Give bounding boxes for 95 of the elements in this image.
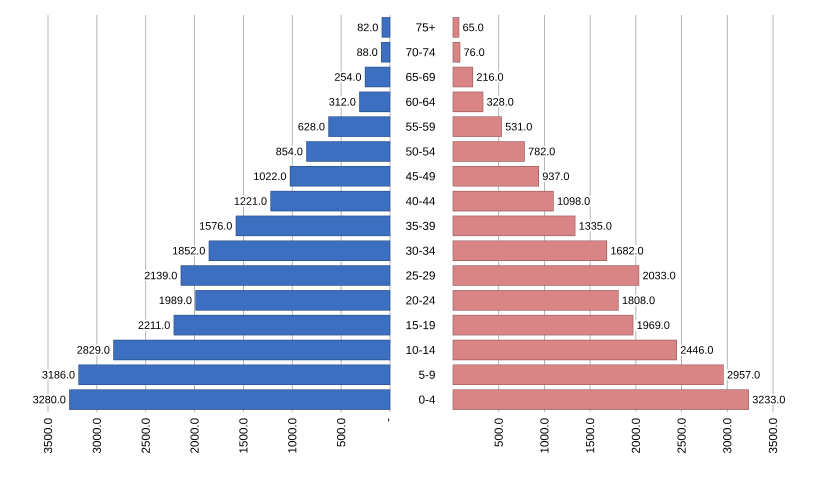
x-tick-label: 2500.0 (677, 418, 686, 453)
bar (364, 66, 390, 88)
bar (452, 265, 640, 286)
x-tick-label: 2000.0 (632, 418, 640, 453)
data-label: 328.0 (487, 98, 514, 106)
x-tick-label: 3500.0 (44, 418, 52, 454)
data-label: 1221.0 (234, 197, 267, 205)
x-tick-label: 3000.0 (92, 418, 101, 454)
x-tick-label: - (388, 418, 390, 422)
x-tick-label: 500.0 (337, 418, 346, 447)
y-tick-label: 20-24 (406, 296, 436, 304)
bar (452, 216, 576, 236)
data-label: 2957.0 (728, 370, 760, 379)
bar (452, 17, 460, 38)
y-tick-label: 70-74 (406, 48, 436, 56)
data-label: 2139.0 (144, 272, 177, 280)
x-tick-label: 1500.0 (586, 418, 594, 453)
x-tick-label: 1000.0 (288, 418, 296, 453)
data-label: 2211.0 (138, 321, 170, 329)
y-tick-label: 45-49 (406, 172, 435, 180)
y-tick-label: 55-59 (406, 122, 435, 131)
data-label: 1808.0 (622, 296, 655, 304)
bar (452, 141, 525, 162)
y-tick-label: 0-4 (419, 395, 436, 404)
y-tick-label: 10-14 (406, 346, 436, 354)
bar (452, 166, 539, 187)
bar (452, 314, 634, 336)
bar (174, 314, 390, 336)
data-label: 1989.0 (160, 296, 192, 304)
data-label: 1098.0 (558, 197, 590, 205)
x-tick-label: 1000.0 (540, 418, 549, 453)
bar (290, 166, 390, 187)
data-label: 1022.0 (254, 172, 286, 180)
bar (452, 66, 474, 88)
data-label: 628.0 (298, 122, 325, 130)
x-tick-label: 2500.0 (142, 418, 150, 453)
data-label: 88.0 (357, 48, 378, 56)
bar (270, 190, 390, 212)
y-tick-label: 25-29 (406, 271, 435, 280)
bar (113, 340, 390, 360)
y-tick-label: 65-69 (406, 72, 435, 82)
bar (452, 340, 677, 360)
bar (306, 141, 390, 162)
data-label: 1852.0 (173, 246, 205, 255)
x-tick-label: 1500.0 (239, 418, 248, 453)
data-label: 254.0 (334, 73, 362, 81)
y-tick-label: 35-39 (406, 222, 435, 230)
data-label: 76.0 (464, 48, 484, 56)
data-label: 65.0 (463, 24, 484, 32)
data-label: 82.0 (358, 24, 378, 32)
data-label: 2829.0 (77, 346, 110, 354)
data-label: 3186.0 (42, 370, 75, 379)
bar (180, 265, 390, 286)
data-label: 2446.0 (680, 346, 713, 354)
data-label: 3280.0 (33, 396, 66, 404)
bar (359, 92, 390, 112)
y-tick-label: 40-44 (406, 196, 436, 206)
y-tick-label: 15-19 (406, 321, 435, 330)
y-tick-label: 30-34 (406, 246, 436, 255)
bar (452, 42, 460, 62)
bar (452, 92, 484, 112)
x-tick-label: 3500.0 (768, 418, 778, 454)
bar (452, 364, 724, 386)
data-label: 937.0 (542, 172, 570, 180)
bar (452, 240, 608, 261)
bar (452, 389, 749, 410)
bar (69, 389, 390, 410)
data-label: 1682.0 (611, 246, 644, 255)
bar (236, 216, 390, 236)
y-tick-label: 60-64 (406, 98, 436, 106)
bar (452, 190, 554, 212)
x-tick-label: 3000.0 (723, 418, 732, 454)
data-label: 854.0 (276, 148, 302, 156)
x-tick-label: 500.0 (494, 418, 503, 447)
data-label: 1335.0 (580, 222, 612, 230)
bar (381, 42, 390, 62)
bar (208, 240, 390, 261)
y-tick-label: 75+ (416, 23, 435, 32)
bar (195, 290, 390, 311)
data-label: 216.0 (476, 73, 504, 81)
data-label: 782.0 (528, 148, 555, 156)
data-label: 531.0 (506, 122, 532, 130)
data-label: 3233.0 (752, 396, 785, 404)
x-tick-label: 2000.0 (190, 418, 199, 453)
data-label: 1576.0 (200, 222, 232, 230)
y-tick-label: 50-54 (406, 147, 436, 156)
bar (328, 116, 390, 137)
y-tick-label: 5-9 (419, 370, 435, 379)
bar (382, 17, 390, 38)
bar (78, 364, 390, 386)
data-label: 1969.0 (638, 321, 670, 329)
data-label: 2033.0 (643, 272, 676, 280)
bar (452, 116, 502, 137)
data-label: 312.0 (329, 98, 356, 106)
bar (452, 290, 619, 311)
